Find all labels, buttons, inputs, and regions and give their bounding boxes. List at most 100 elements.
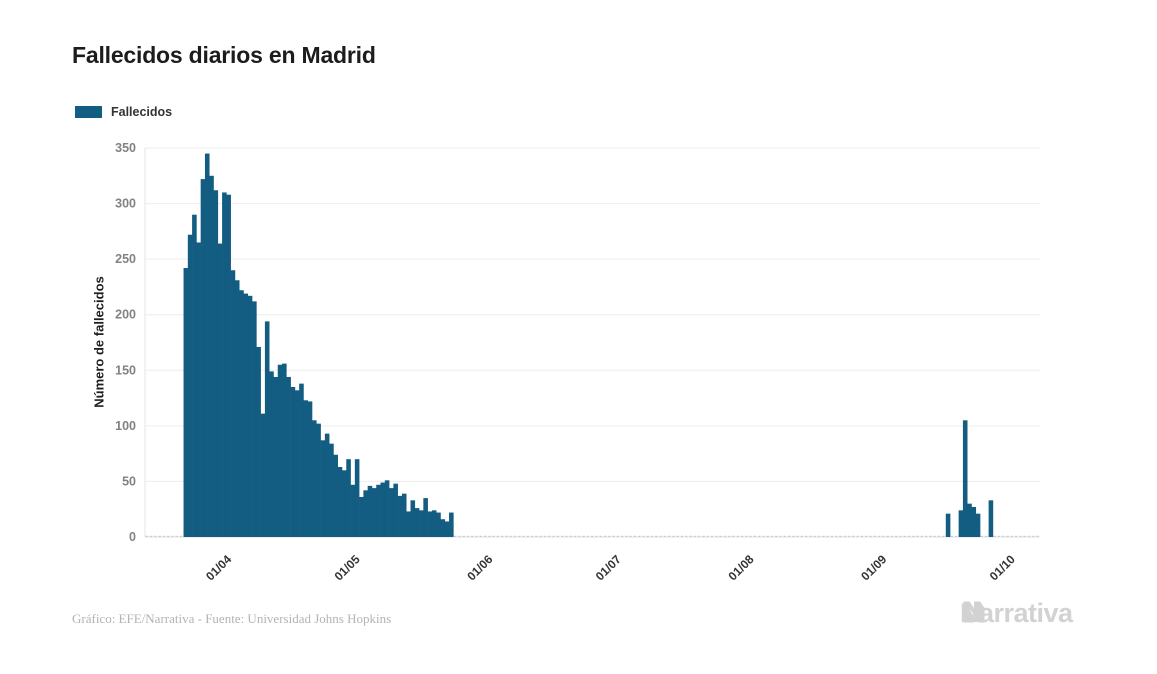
bar-zero[interactable]: [1019, 535, 1022, 537]
bar-zero[interactable]: [924, 535, 928, 537]
bar-zero[interactable]: [796, 535, 799, 537]
bar-zero[interactable]: [535, 535, 538, 537]
bar-zero[interactable]: [702, 535, 705, 537]
bar[interactable]: [337, 466, 343, 537]
bar[interactable]: [958, 510, 964, 537]
bar[interactable]: [384, 480, 390, 537]
bar-zero[interactable]: [997, 535, 1001, 537]
bar-zero[interactable]: [873, 535, 876, 537]
bar-zero[interactable]: [505, 535, 508, 537]
bar-zero[interactable]: [740, 535, 744, 537]
bar[interactable]: [209, 175, 214, 538]
bar-zero[interactable]: [1006, 535, 1009, 537]
bar-zero[interactable]: [167, 535, 170, 537]
bar[interactable]: [226, 194, 231, 537]
bar-zero[interactable]: [805, 535, 808, 537]
bar-zero[interactable]: [650, 535, 654, 537]
bar-zero[interactable]: [813, 535, 816, 537]
bar-zero[interactable]: [646, 535, 649, 537]
bar-zero[interactable]: [783, 535, 787, 537]
bar-zero[interactable]: [629, 535, 632, 537]
bar[interactable]: [269, 371, 274, 537]
bar[interactable]: [312, 420, 317, 537]
bar[interactable]: [389, 488, 394, 537]
bar[interactable]: [410, 500, 416, 537]
bar-zero[interactable]: [865, 535, 868, 537]
bar-zero[interactable]: [483, 535, 487, 537]
bar-zero[interactable]: [582, 535, 585, 537]
bar-zero[interactable]: [877, 535, 881, 537]
bar[interactable]: [307, 401, 313, 537]
bar-zero[interactable]: [171, 535, 174, 537]
bar-zero[interactable]: [890, 535, 894, 537]
bar[interactable]: [217, 243, 223, 537]
bar-zero[interactable]: [513, 535, 517, 537]
bar-zero[interactable]: [856, 535, 859, 537]
bar[interactable]: [290, 386, 296, 537]
bar-zero[interactable]: [158, 535, 161, 537]
bar[interactable]: [183, 268, 189, 537]
bar[interactable]: [277, 364, 283, 537]
bar-zero[interactable]: [548, 535, 551, 537]
bar-zero[interactable]: [175, 535, 178, 537]
bar-zero[interactable]: [620, 535, 624, 537]
bar-zero[interactable]: [916, 535, 919, 537]
bar-zero[interactable]: [642, 535, 645, 537]
bar[interactable]: [367, 485, 373, 537]
bar-zero[interactable]: [522, 535, 525, 537]
bar-zero[interactable]: [817, 535, 821, 537]
bar-zero[interactable]: [745, 535, 748, 537]
bar[interactable]: [286, 376, 291, 537]
bar-zero[interactable]: [633, 535, 637, 537]
bar[interactable]: [324, 433, 330, 537]
bar-zero[interactable]: [149, 535, 153, 537]
bar-zero[interactable]: [578, 535, 581, 537]
bar[interactable]: [200, 179, 206, 537]
bar-zero[interactable]: [839, 535, 842, 537]
bar-zero[interactable]: [984, 535, 988, 537]
bar[interactable]: [239, 290, 244, 537]
bar-zero[interactable]: [1023, 535, 1026, 537]
bar-zero[interactable]: [595, 535, 598, 537]
bar[interactable]: [256, 346, 261, 537]
bar[interactable]: [975, 513, 981, 537]
bar-zero[interactable]: [560, 535, 564, 537]
bar-zero[interactable]: [599, 535, 602, 537]
bar[interactable]: [243, 293, 249, 537]
bar[interactable]: [397, 495, 403, 537]
bar-zero[interactable]: [809, 535, 812, 537]
bar[interactable]: [401, 493, 407, 537]
bar-zero[interactable]: [501, 535, 504, 537]
bar-zero[interactable]: [753, 535, 757, 537]
bar[interactable]: [282, 363, 287, 537]
bar[interactable]: [971, 506, 977, 537]
bar-zero[interactable]: [895, 535, 898, 537]
bar[interactable]: [427, 511, 433, 537]
bar-zero[interactable]: [762, 535, 765, 537]
bar-zero[interactable]: [822, 535, 825, 537]
bar[interactable]: [440, 519, 446, 537]
bar[interactable]: [222, 192, 227, 537]
bar-zero[interactable]: [843, 535, 846, 537]
bar-zero[interactable]: [496, 535, 500, 537]
bar-zero[interactable]: [847, 535, 851, 537]
bar[interactable]: [320, 440, 326, 537]
bar-zero[interactable]: [603, 535, 607, 537]
bar-zero[interactable]: [462, 535, 465, 537]
bar-zero[interactable]: [492, 535, 495, 537]
bar[interactable]: [234, 280, 240, 537]
bar-zero[interactable]: [698, 535, 701, 537]
bar[interactable]: [393, 483, 398, 537]
bar-zero[interactable]: [552, 535, 555, 537]
bar[interactable]: [359, 496, 364, 537]
bar[interactable]: [414, 508, 420, 537]
bar-zero[interactable]: [770, 535, 774, 537]
bar-zero[interactable]: [479, 535, 482, 537]
bar-zero[interactable]: [800, 535, 804, 537]
bar-zero[interactable]: [993, 535, 996, 537]
bar-zero[interactable]: [668, 535, 671, 537]
bar-zero[interactable]: [912, 535, 915, 537]
bar[interactable]: [406, 511, 411, 537]
bar-zero[interactable]: [886, 535, 889, 537]
